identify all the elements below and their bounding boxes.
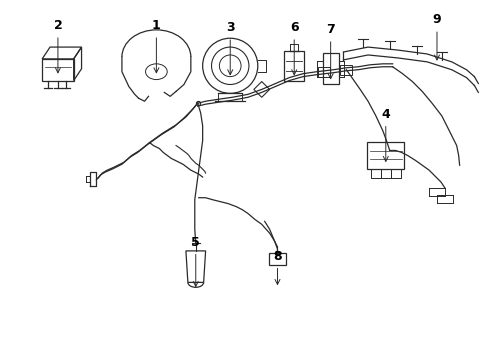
Text: 6: 6 <box>289 21 298 75</box>
Text: 3: 3 <box>225 21 234 75</box>
Text: 7: 7 <box>325 23 334 79</box>
Text: 8: 8 <box>273 250 281 284</box>
Text: 2: 2 <box>54 19 62 73</box>
Text: 1: 1 <box>152 19 161 73</box>
Text: 4: 4 <box>381 108 389 161</box>
Text: 5: 5 <box>191 236 200 287</box>
Text: 9: 9 <box>432 13 440 60</box>
